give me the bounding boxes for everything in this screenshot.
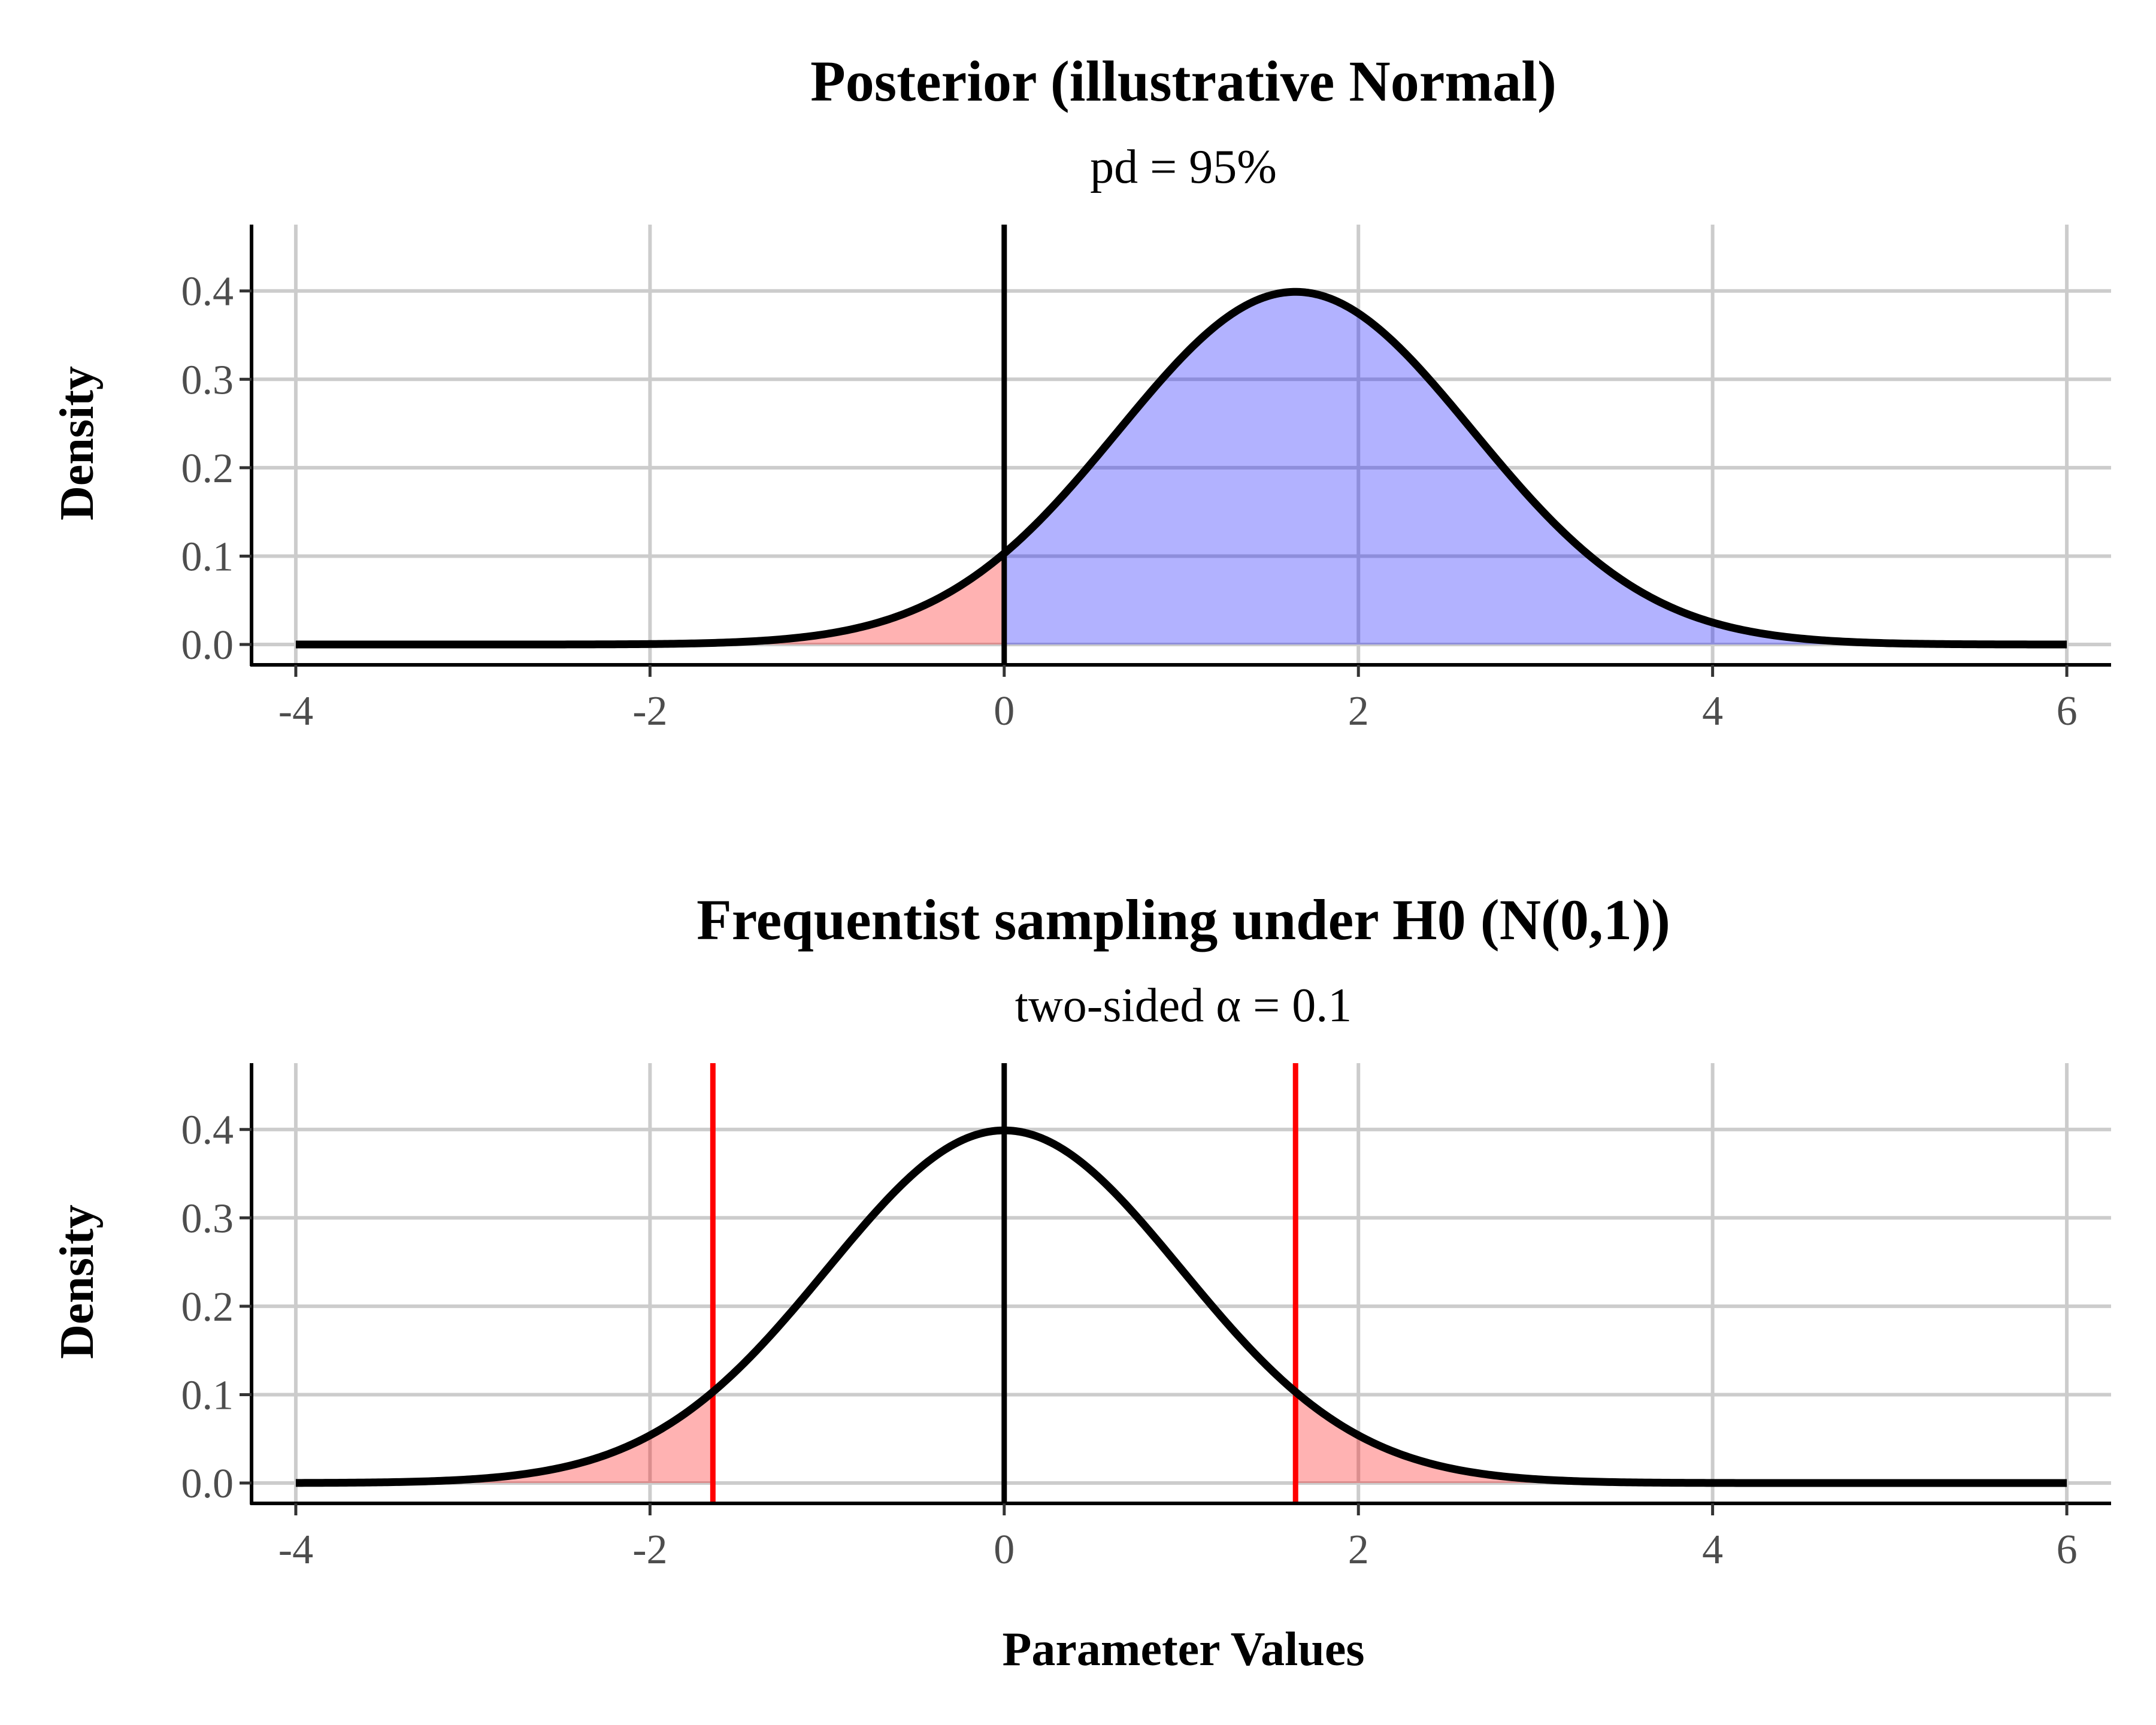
y-tick-label: 0.3 [181, 1196, 234, 1242]
y-tick-label: 0.4 [181, 269, 234, 315]
grid-lines [252, 1063, 2111, 1503]
panel-subtitle: pd = 95% [1090, 141, 1277, 193]
density-curve-group [295, 1126, 2068, 1487]
posterior-panel: Posterior (illustrative Normal) pd = 95%… [51, 49, 2111, 734]
shaded-region [295, 553, 1004, 645]
frequentist-panel: Frequentist sampling under H0 (N(0,1)) t… [51, 888, 2111, 1676]
x-tick-label: -4 [278, 688, 313, 734]
shaded-region [1004, 292, 2067, 645]
y-tick-label: 0.0 [181, 622, 234, 668]
shaded-regions [295, 1391, 2067, 1484]
x-tick-label: 0 [994, 688, 1015, 734]
density-curve-group [295, 288, 2068, 649]
y-tick-label: 0.3 [181, 357, 234, 403]
shaded-region [1295, 1391, 2067, 1484]
y-tick-label: 0.1 [181, 1372, 234, 1418]
x-tick-label: 6 [2057, 688, 2078, 734]
x-tick-label: -2 [632, 1527, 667, 1573]
x-tick-label: 2 [1348, 1527, 1369, 1573]
y-tick-label: 0.2 [181, 1284, 234, 1330]
shaded-region [295, 1391, 713, 1484]
y-axis-label: Density [51, 366, 104, 520]
x-axis-label: Parameter Values [1002, 1623, 1364, 1676]
y-tick-label: 0.2 [181, 446, 234, 492]
y-tick-label: 0.4 [181, 1107, 234, 1154]
panel-title: Posterior (illustrative Normal) [810, 49, 1557, 113]
axes [240, 1063, 2111, 1515]
x-tick-label: 4 [1702, 688, 1723, 734]
y-axis-label: Density [51, 1205, 104, 1359]
x-tick-label: -2 [632, 688, 667, 734]
x-tick-label: 0 [994, 1527, 1015, 1573]
panel-subtitle: two-sided α = 0.1 [1015, 979, 1352, 1032]
axes [240, 225, 2111, 677]
reference-lines [710, 1063, 1298, 1503]
y-tick-label: 0.0 [181, 1461, 234, 1507]
tick-labels: -4 -2 0 2 4 6 0.0 0.1 0.2 0.3 0.4 [181, 1107, 2078, 1573]
shaded-regions [295, 292, 2067, 645]
x-tick-label: 2 [1348, 688, 1369, 734]
x-tick-label: 4 [1702, 1527, 1723, 1573]
tick-labels: -4 -2 0 2 4 6 0.0 0.1 0.2 0.3 0.4 [181, 269, 2078, 734]
x-tick-label: 6 [2057, 1527, 2078, 1573]
x-tick-label: -4 [278, 1527, 313, 1573]
density-curve [295, 288, 2068, 649]
panel-title: Frequentist sampling under H0 (N(0,1)) [697, 888, 1670, 952]
density-curve [295, 1126, 2068, 1487]
y-tick-label: 0.1 [181, 534, 234, 580]
